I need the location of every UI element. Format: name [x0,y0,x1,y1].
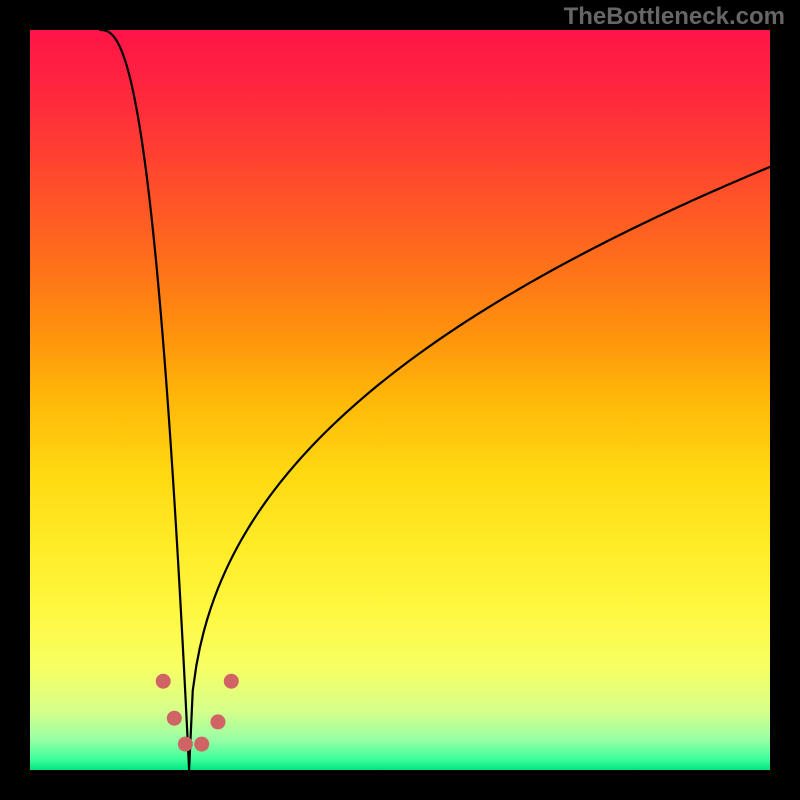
curve-marker [210,714,225,729]
curve-marker [156,674,171,689]
bottleneck-chart: TheBottleneck.com [0,0,800,800]
watermark-text: TheBottleneck.com [564,3,785,30]
curve-marker [224,674,239,689]
curve-marker [167,711,182,726]
curve-marker [178,737,193,752]
curve-marker [194,737,209,752]
